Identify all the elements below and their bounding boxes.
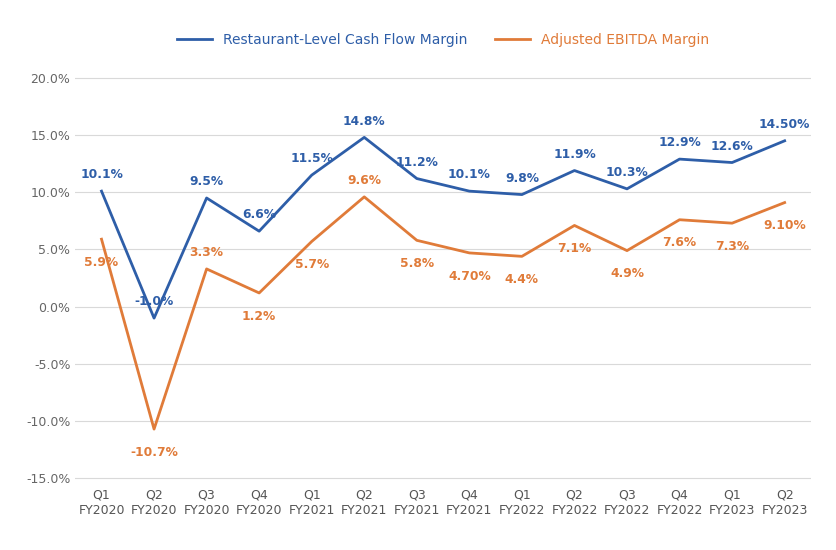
Text: 9.6%: 9.6% — [347, 174, 381, 187]
Adjusted EBITDA Margin — [727, 220, 737, 227]
Line: Adjusted EBITDA Margin: Adjusted EBITDA Margin — [101, 197, 785, 429]
Text: 5.7%: 5.7% — [294, 258, 329, 271]
Adjusted EBITDA Margin — [96, 236, 106, 243]
Text: 5.9%: 5.9% — [84, 256, 119, 269]
Adjusted EBITDA Margin — [622, 248, 632, 254]
Text: 4.70%: 4.70% — [448, 270, 491, 283]
Text: 3.3%: 3.3% — [190, 246, 223, 259]
Adjusted EBITDA Margin — [675, 217, 685, 223]
Text: 11.5%: 11.5% — [290, 152, 334, 166]
Text: 10.1%: 10.1% — [448, 168, 491, 182]
Legend: Restaurant-Level Cash Flow Margin, Adjusted EBITDA Margin: Restaurant-Level Cash Flow Margin, Adjus… — [171, 28, 715, 53]
Restaurant-Level Cash Flow Margin — [517, 191, 527, 198]
Text: 4.4%: 4.4% — [505, 273, 539, 286]
Adjusted EBITDA Margin — [307, 238, 317, 245]
Restaurant-Level Cash Flow Margin — [201, 195, 212, 201]
Restaurant-Level Cash Flow Margin — [307, 172, 317, 178]
Text: 9.10%: 9.10% — [763, 219, 806, 232]
Adjusted EBITDA Margin — [517, 253, 527, 260]
Restaurant-Level Cash Flow Margin — [254, 228, 264, 234]
Text: 12.6%: 12.6% — [711, 140, 753, 153]
Restaurant-Level Cash Flow Margin — [780, 138, 790, 144]
Text: 14.50%: 14.50% — [759, 118, 810, 131]
Adjusted EBITDA Margin — [412, 237, 422, 244]
Text: 11.2%: 11.2% — [395, 156, 438, 169]
Text: 7.6%: 7.6% — [662, 236, 696, 249]
Restaurant-Level Cash Flow Margin — [569, 167, 579, 174]
Restaurant-Level Cash Flow Margin — [412, 175, 422, 182]
Text: 14.8%: 14.8% — [343, 114, 385, 128]
Text: 9.5%: 9.5% — [190, 175, 224, 188]
Adjusted EBITDA Margin — [464, 250, 474, 256]
Restaurant-Level Cash Flow Margin — [359, 134, 370, 141]
Text: 7.3%: 7.3% — [715, 240, 749, 253]
Text: 4.9%: 4.9% — [610, 267, 644, 280]
Restaurant-Level Cash Flow Margin — [149, 315, 159, 321]
Adjusted EBITDA Margin — [201, 266, 212, 272]
Adjusted EBITDA Margin — [780, 199, 790, 206]
Text: 7.1%: 7.1% — [558, 242, 592, 255]
Adjusted EBITDA Margin — [569, 222, 579, 229]
Text: 10.1%: 10.1% — [80, 168, 123, 182]
Restaurant-Level Cash Flow Margin — [622, 185, 632, 192]
Text: 5.8%: 5.8% — [400, 257, 434, 270]
Line: Restaurant-Level Cash Flow Margin: Restaurant-Level Cash Flow Margin — [101, 138, 785, 318]
Adjusted EBITDA Margin — [149, 426, 159, 432]
Adjusted EBITDA Margin — [254, 290, 264, 296]
Text: 10.3%: 10.3% — [605, 166, 649, 179]
Text: 9.8%: 9.8% — [505, 172, 539, 185]
Restaurant-Level Cash Flow Margin — [675, 156, 685, 162]
Text: 1.2%: 1.2% — [242, 310, 276, 323]
Text: 11.9%: 11.9% — [553, 148, 596, 161]
Restaurant-Level Cash Flow Margin — [464, 188, 474, 195]
Text: -10.7%: -10.7% — [130, 446, 178, 459]
Text: 12.9%: 12.9% — [658, 136, 701, 150]
Restaurant-Level Cash Flow Margin — [96, 188, 106, 195]
Adjusted EBITDA Margin — [359, 194, 370, 200]
Restaurant-Level Cash Flow Margin — [727, 160, 737, 166]
Text: -1.0%: -1.0% — [135, 295, 174, 309]
Text: 6.6%: 6.6% — [242, 208, 276, 222]
